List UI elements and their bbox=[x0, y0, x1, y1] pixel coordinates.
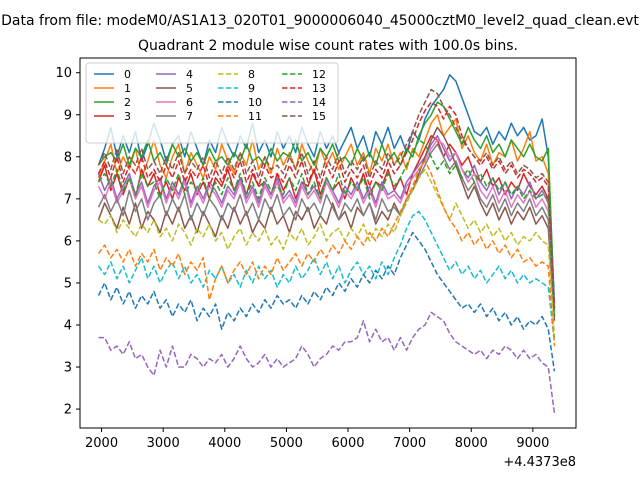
legend-label-4: 4 bbox=[186, 68, 193, 81]
series-line-15 bbox=[97, 88, 556, 309]
legend-label-6: 6 bbox=[186, 96, 193, 109]
series-line-6 bbox=[97, 139, 556, 317]
legend-label-12: 12 bbox=[312, 68, 326, 81]
chart-title: Quadrant 2 module wise count rates with … bbox=[138, 38, 518, 54]
y-tick-label: 2 bbox=[64, 403, 72, 418]
series-line-14 bbox=[98, 311, 556, 414]
series-line-12 bbox=[97, 139, 556, 317]
y-tick-label: 5 bbox=[64, 276, 72, 291]
x-tick-label: 7000 bbox=[393, 436, 426, 451]
legend-label-13: 13 bbox=[312, 82, 326, 95]
y-tick-label: 6 bbox=[64, 234, 72, 249]
plot-frame bbox=[79, 57, 577, 429]
legend-label-5: 5 bbox=[186, 82, 193, 95]
legend-label-0: 0 bbox=[124, 68, 131, 81]
y-axis: 2 3 4 5 6 7 8 9 10 bbox=[55, 66, 80, 418]
series-line-13 bbox=[97, 101, 556, 309]
series-line-8 bbox=[98, 168, 556, 338]
legend-label-8: 8 bbox=[248, 68, 255, 81]
series-line-9 bbox=[97, 210, 556, 342]
y-tick-label: 7 bbox=[64, 192, 72, 207]
series-line-11 bbox=[97, 160, 556, 347]
legend-label-2: 2 bbox=[124, 96, 131, 109]
legend-label-1: 1 bbox=[124, 82, 131, 95]
series-layer bbox=[97, 74, 556, 414]
legend-label-15: 15 bbox=[312, 110, 326, 123]
x-tick-label: 8000 bbox=[455, 436, 488, 451]
figure-suptitle: Data from file: modeM0/AS1A13_020T01_900… bbox=[1, 13, 639, 29]
y-tick-label: 4 bbox=[64, 318, 72, 333]
series-line-10 bbox=[97, 231, 556, 372]
legend-label-11: 11 bbox=[248, 110, 262, 123]
y-tick-label: 9 bbox=[64, 108, 72, 123]
x-tick-label: 5000 bbox=[270, 436, 303, 451]
legend-label-7: 7 bbox=[186, 110, 193, 123]
x-axis: 2000 3000 4000 5000 6000 7000 8000 9000 bbox=[85, 428, 549, 451]
legend-label-3: 3 bbox=[124, 110, 131, 123]
legend-label-10: 10 bbox=[248, 96, 262, 109]
legend-label-14: 14 bbox=[312, 96, 326, 109]
series-line-7 bbox=[97, 143, 556, 317]
x-offset-label: +4.4373e8 bbox=[503, 455, 576, 470]
x-tick-label: 2000 bbox=[85, 436, 118, 451]
y-tick-label: 3 bbox=[64, 361, 72, 376]
y-tick-label: 10 bbox=[55, 66, 72, 81]
x-tick-label: 6000 bbox=[331, 436, 364, 451]
legend-frame bbox=[85, 62, 339, 144]
x-tick-label: 4000 bbox=[208, 436, 241, 451]
y-tick-label: 8 bbox=[64, 150, 72, 165]
legend-label-9: 9 bbox=[248, 82, 255, 95]
series-line-5 bbox=[97, 126, 556, 321]
x-tick-label: 3000 bbox=[147, 436, 180, 451]
x-tick-label: 9000 bbox=[516, 436, 549, 451]
